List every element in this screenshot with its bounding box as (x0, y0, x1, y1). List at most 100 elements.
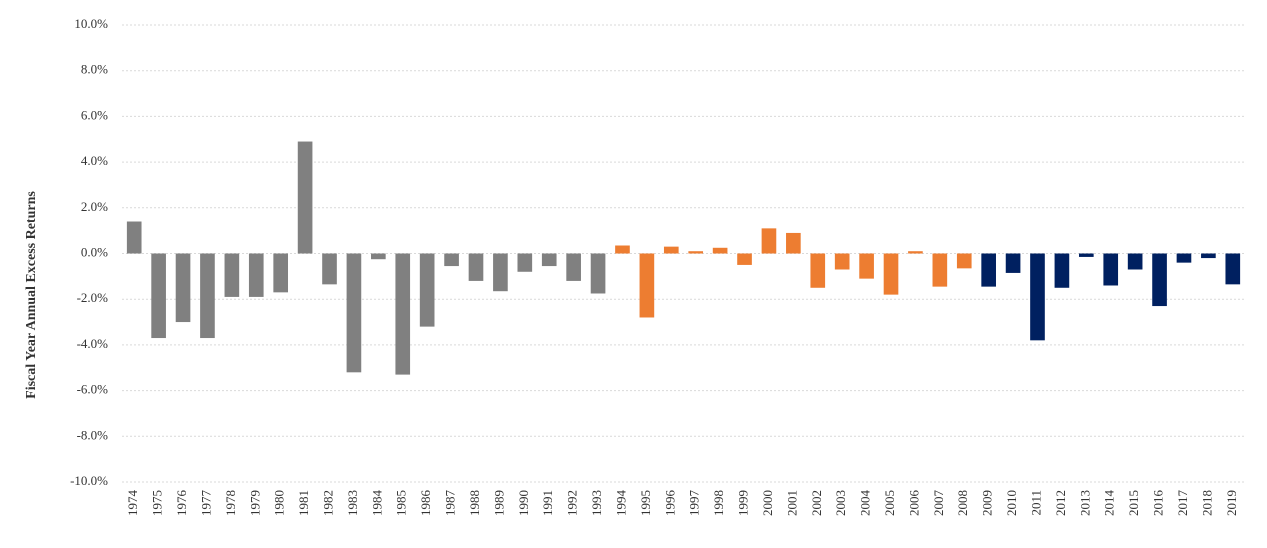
bar (1005, 253, 1021, 273)
x-tick-label: 1975 (150, 490, 165, 516)
x-tick-label: 2013 (1077, 490, 1092, 516)
bar (126, 221, 142, 254)
y-tick-label: 0.0% (81, 244, 108, 259)
y-tick-label: 2.0% (81, 199, 108, 214)
bar (786, 232, 801, 254)
y-tick-label: -2.0% (77, 290, 109, 305)
x-tick-label: 1989 (491, 490, 506, 516)
bar (761, 228, 777, 254)
bar (663, 246, 679, 254)
x-tick-label: 1990 (516, 490, 531, 516)
bar (371, 253, 386, 260)
bar (224, 253, 240, 297)
x-tick-label: 1974 (125, 490, 140, 517)
bar (1176, 253, 1192, 263)
x-tick-label: 1987 (443, 490, 458, 517)
x-tick-label: 1988 (467, 490, 482, 516)
y-tick-label: -4.0% (77, 336, 109, 351)
x-tick-label: 1997 (687, 490, 702, 517)
bar (541, 253, 557, 267)
bar (590, 253, 606, 294)
bar (297, 141, 313, 254)
x-tick-label: 1984 (369, 490, 384, 517)
bar (517, 253, 533, 272)
bar (981, 253, 996, 287)
bar (688, 251, 704, 254)
y-tick-label: 8.0% (81, 62, 108, 77)
bar (908, 251, 923, 254)
x-tick-label: 1978 (223, 490, 238, 516)
bar (712, 247, 728, 254)
x-tick-label: 2015 (1126, 490, 1141, 516)
bar (1103, 253, 1119, 286)
bar (932, 253, 948, 287)
bar (859, 253, 874, 279)
x-tick-label: 2017 (1175, 490, 1190, 517)
bar (956, 253, 972, 269)
x-tick-label: 1977 (198, 490, 213, 517)
bar (200, 253, 215, 339)
x-tick-label: 2006 (906, 490, 921, 517)
x-tick-label: 1994 (613, 490, 628, 517)
y-axis-label: Fiscal Year Annual Excess Returns (24, 191, 39, 399)
bar (346, 253, 362, 373)
x-tick-label: 1992 (565, 490, 580, 516)
bar (883, 253, 899, 295)
bar (395, 253, 411, 375)
x-tick-label: 1996 (662, 490, 677, 517)
x-tick-label: 1982 (320, 490, 335, 516)
x-tick-label: 2016 (1151, 490, 1166, 517)
x-tick-label: 2001 (784, 490, 799, 516)
x-tick-label: 1993 (589, 490, 604, 516)
x-tick-label: 1985 (394, 490, 409, 516)
x-tick-label: 2000 (760, 490, 775, 516)
x-tick-label: 2007 (931, 490, 946, 517)
x-tick-label: 2014 (1102, 490, 1117, 517)
x-tick-label: 2003 (833, 490, 848, 516)
x-tick-label: 2010 (1004, 490, 1019, 516)
bar (419, 253, 435, 327)
bar (615, 245, 630, 254)
bar (566, 253, 581, 281)
bar (1201, 253, 1216, 259)
x-tick-label: 2008 (955, 490, 970, 516)
bar (1030, 253, 1045, 341)
x-tick-label: 2018 (1199, 490, 1214, 516)
x-tick-label: 1981 (296, 490, 311, 516)
x-tick-label: 1991 (540, 490, 555, 516)
x-tick-label: 2005 (882, 490, 897, 516)
x-tick-label: 1976 (174, 490, 189, 517)
x-tick-label: 1986 (418, 490, 433, 517)
bar (444, 253, 459, 267)
bar (810, 253, 826, 288)
x-tick-label: 2011 (1028, 490, 1043, 516)
x-tick-label: 2012 (1053, 490, 1068, 516)
bar (151, 253, 166, 339)
bar (175, 253, 191, 323)
x-tick-label: 1983 (345, 490, 360, 516)
bar (493, 253, 508, 292)
x-tick-label: 2004 (858, 490, 873, 517)
y-tick-label: 6.0% (81, 107, 108, 122)
x-tick-label: 1995 (638, 490, 653, 516)
bar (639, 253, 655, 318)
bar (1225, 253, 1241, 285)
x-tick-label: 2002 (809, 490, 824, 516)
bar (248, 253, 264, 297)
y-tick-label: 10.0% (74, 16, 108, 31)
bar (273, 253, 289, 293)
bar (834, 253, 850, 270)
x-tick-label: 1980 (272, 490, 287, 516)
bar (1054, 253, 1070, 288)
bar (468, 253, 484, 281)
bar (1127, 253, 1143, 270)
x-tick-label: 1998 (711, 490, 726, 516)
x-tick-label: 2009 (980, 490, 995, 516)
y-tick-label: 4.0% (81, 153, 108, 168)
bar (737, 253, 752, 265)
y-tick-label: -8.0% (77, 427, 109, 442)
bar (1078, 253, 1094, 257)
bar (1152, 253, 1167, 307)
